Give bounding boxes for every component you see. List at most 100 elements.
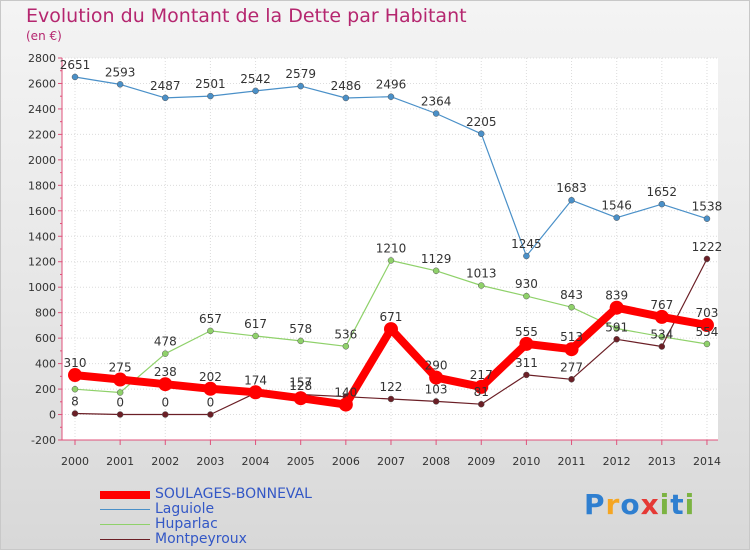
data-label: 290 [425,359,448,373]
data-point [658,343,666,350]
data-label: 591 [605,320,628,334]
x-tick-label: 2000 [61,455,89,468]
data-label: 2487 [150,79,181,93]
data-label: 839 [605,289,628,303]
data-point [523,252,530,260]
data-point [478,130,485,138]
data-point [207,411,214,418]
data-label: 8 [71,395,79,409]
data-point [703,255,711,263]
legend-label: Montpeyroux [155,531,247,547]
data-point [523,371,530,379]
data-point [568,196,575,204]
chart-subtitle: (en €) [26,29,62,43]
data-point [252,332,259,340]
data-point [613,214,620,221]
x-tick-label: 2004 [242,455,270,468]
y-tick-label: 2000 [28,154,56,167]
data-label: 128 [289,379,312,393]
data-label: 310 [64,356,87,370]
x-tick-label: 2003 [196,455,224,468]
data-point [429,370,444,385]
legend-label: SOULAGES-BONNEVAL [155,486,312,502]
data-point [162,350,169,357]
data-point [474,379,489,394]
data-point [478,400,485,408]
legend-item-soulages-bonneval: SOULAGES-BONNEVAL [100,487,312,502]
data-point [116,81,124,88]
data-label: 1210 [376,241,407,255]
x-tick-label: 2013 [648,455,676,468]
data-label: 1222 [692,240,723,254]
data-label: 513 [560,330,583,344]
data-point [387,93,395,100]
y-tick-label: 1000 [28,281,56,294]
x-tick-label: 2005 [287,455,315,468]
y-tick-label: 2200 [28,128,56,141]
data-label: 122 [380,380,403,394]
data-point [383,322,398,337]
data-label: 2486 [331,79,362,93]
x-tick-label: 2007 [377,455,405,468]
data-label: 657 [199,312,222,326]
x-tick-label: 2001 [106,455,134,468]
x-tick-label: 2012 [603,455,631,468]
data-label: 238 [154,365,177,379]
data-point [71,410,79,417]
proxiti-logo: Proxiti [584,488,696,521]
data-point [703,340,711,348]
data-point [342,94,350,102]
data-label: 140 [334,386,357,400]
data-point [703,215,711,222]
data-label: 1013 [466,267,497,281]
plot-area [62,58,718,440]
data-point [613,325,620,332]
legend-label: Laguiole [155,501,215,517]
data-point [297,337,304,345]
data-label: 2579 [285,67,316,81]
data-label: 2501 [195,77,226,91]
y-tick-label: 200 [35,383,56,396]
y-tick-label: 1800 [28,179,56,192]
y-tick-label: 800 [35,307,56,320]
data-point [293,391,308,406]
legend-swatch [100,509,150,510]
data-label: 2496 [376,78,407,92]
data-label: 767 [650,298,673,312]
y-tick-label: 0 [49,409,56,422]
data-point [523,292,530,300]
data-label: 671 [380,310,403,324]
data-label: 555 [515,325,538,339]
legend-swatch [100,539,150,540]
legend-swatch [100,490,150,499]
data-label: 554 [696,325,719,339]
data-label: 0 [161,396,169,410]
data-label: 534 [650,328,673,342]
data-point [654,309,669,324]
y-tick-label: 1200 [28,256,56,269]
data-point [68,368,82,383]
data-point [207,92,214,100]
data-point [71,385,79,393]
data-point [478,282,485,289]
x-tick-label: 2008 [422,455,450,468]
y-tick-label: 2600 [28,77,56,90]
data-point [71,73,79,81]
data-point [338,397,353,412]
data-point [158,377,173,392]
x-tick-label: 2011 [558,455,586,468]
data-point [519,336,534,351]
data-label: 157 [289,376,312,390]
data-label: 0 [207,396,215,410]
data-label: 0 [116,396,124,410]
x-tick-label: 2014 [693,455,721,468]
chart-title: Evolution du Montant de la Dette par Hab… [26,5,467,27]
y-tick-label: 2400 [28,103,56,116]
data-point [162,411,169,418]
data-point [162,94,169,102]
data-point [609,300,624,315]
data-label: 275 [109,361,132,375]
data-point [432,267,440,275]
data-point [387,257,395,264]
data-label: 2651 [60,58,91,72]
